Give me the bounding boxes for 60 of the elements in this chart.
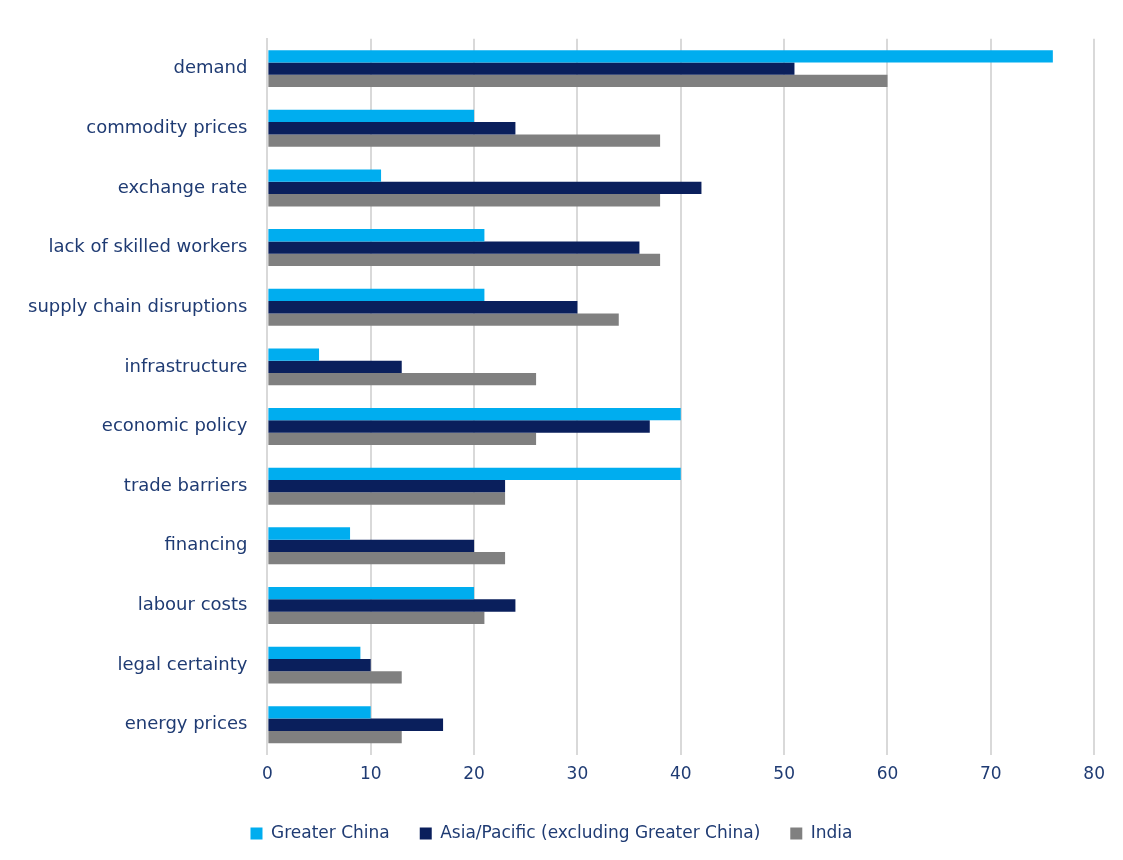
y-tick-label: lack of skilled workers [48, 235, 248, 257]
bar [268, 74, 888, 88]
bar [268, 599, 516, 612]
y-tick-label: commodity prices [86, 115, 248, 137]
bar [268, 646, 361, 659]
y-tick-label: legal certainty [117, 652, 248, 674]
bar [268, 313, 619, 326]
bar [268, 718, 444, 731]
bar [268, 480, 506, 493]
bar [268, 181, 702, 195]
bar [268, 586, 475, 600]
bar [268, 229, 485, 242]
x-tick-label: 40 [669, 763, 692, 784]
bar [268, 408, 681, 421]
x-tick-label: 30 [566, 763, 589, 784]
y-tick-label: demand [173, 56, 248, 78]
bar [268, 253, 661, 267]
x-tick-label: 70 [980, 763, 1002, 784]
bar [268, 122, 516, 135]
bar [268, 611, 485, 624]
bar [268, 730, 402, 744]
y-tick-label: trade barriers [123, 473, 248, 495]
x-tick-label: 50 [773, 763, 795, 784]
bar [268, 301, 578, 314]
bar [268, 539, 475, 552]
x-tick-label: 60 [876, 763, 899, 784]
y-tick-label: economic policy [101, 414, 248, 436]
x-tick-label: 80 [1083, 763, 1105, 784]
y-tick-label: labour costs [137, 593, 248, 615]
legend-label: India [810, 821, 853, 842]
bar [268, 658, 371, 672]
bar [268, 134, 661, 147]
y-tick-label: financing [164, 533, 248, 555]
bar [268, 373, 537, 386]
bar [268, 62, 795, 75]
bar [268, 194, 661, 207]
legend-label: Greater China [271, 821, 390, 842]
bar [268, 420, 650, 433]
bar [268, 50, 1053, 63]
y-tick-label: energy prices [124, 712, 248, 734]
x-tick-label: 20 [463, 763, 485, 784]
bar [268, 169, 382, 182]
bar [268, 527, 351, 540]
y-tick-label: exchange rate [117, 175, 248, 197]
bar [268, 109, 475, 123]
bar [268, 288, 485, 302]
x-tick-label: 10 [359, 763, 382, 784]
bar [268, 432, 537, 446]
legend-label: Asia/Pacific (excluding Greater China) [440, 821, 761, 842]
bar [268, 241, 640, 254]
bar [268, 706, 371, 719]
y-tick-label: infrastructure [124, 354, 248, 376]
bar [268, 551, 506, 565]
y-tick-label: supply chain disruptions [28, 294, 248, 316]
bar [268, 492, 506, 505]
bar [268, 360, 402, 374]
x-tick-label: 0 [261, 763, 273, 784]
bar [268, 671, 402, 684]
bar [268, 467, 681, 481]
bar [268, 348, 320, 361]
